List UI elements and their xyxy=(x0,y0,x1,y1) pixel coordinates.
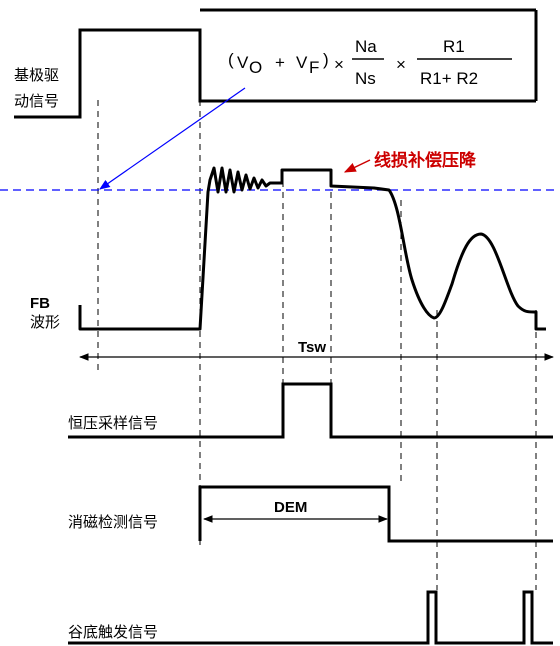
formula-vo: V xyxy=(237,53,249,72)
formula-r1: R1 xyxy=(443,37,465,56)
base-drive-waveform xyxy=(14,28,536,119)
formula-vo-sub: O xyxy=(249,58,262,77)
reference-arrow xyxy=(99,87,246,190)
fb-waveform xyxy=(78,166,546,331)
demag-label: 消磁检测信号 xyxy=(68,513,158,531)
valley-trigger-waveform xyxy=(68,590,553,645)
fb-waveform-label: 波形 xyxy=(30,313,60,331)
formula-times-2: × xyxy=(396,55,406,74)
formula-times-1: × xyxy=(334,55,344,74)
fb-label: FB xyxy=(30,295,50,312)
formula-na: Na xyxy=(355,37,377,56)
formula-ns: Ns xyxy=(355,69,376,88)
dem-label: DEM xyxy=(274,499,307,516)
base-drive-label-2: 动信号 xyxy=(14,92,59,110)
tsw-label: Tsw xyxy=(298,339,326,356)
formula: ( V O + V F ) × Na Ns × R1 R1+ R2 xyxy=(228,37,512,88)
cv-sample-label: 恒压采样信号 xyxy=(68,414,158,432)
valley-trigger-label: 谷底触发信号 xyxy=(68,623,158,641)
formula-plus: + xyxy=(275,53,285,72)
formula-vf: V xyxy=(296,53,308,72)
formula-r1-plus-r2: R1+ R2 xyxy=(420,69,478,88)
base-drive-label-1: 基极驱 xyxy=(14,66,59,84)
cv-sample-waveform xyxy=(68,382,553,439)
line-loss-label: 线损补偿压降 xyxy=(374,150,477,171)
line-loss-arrow xyxy=(343,159,371,173)
demag-waveform xyxy=(198,485,553,543)
formula-close-paren: ) xyxy=(323,50,329,69)
formula-vf-sub: F xyxy=(309,58,319,77)
formula-open-paren: ( xyxy=(228,50,234,69)
